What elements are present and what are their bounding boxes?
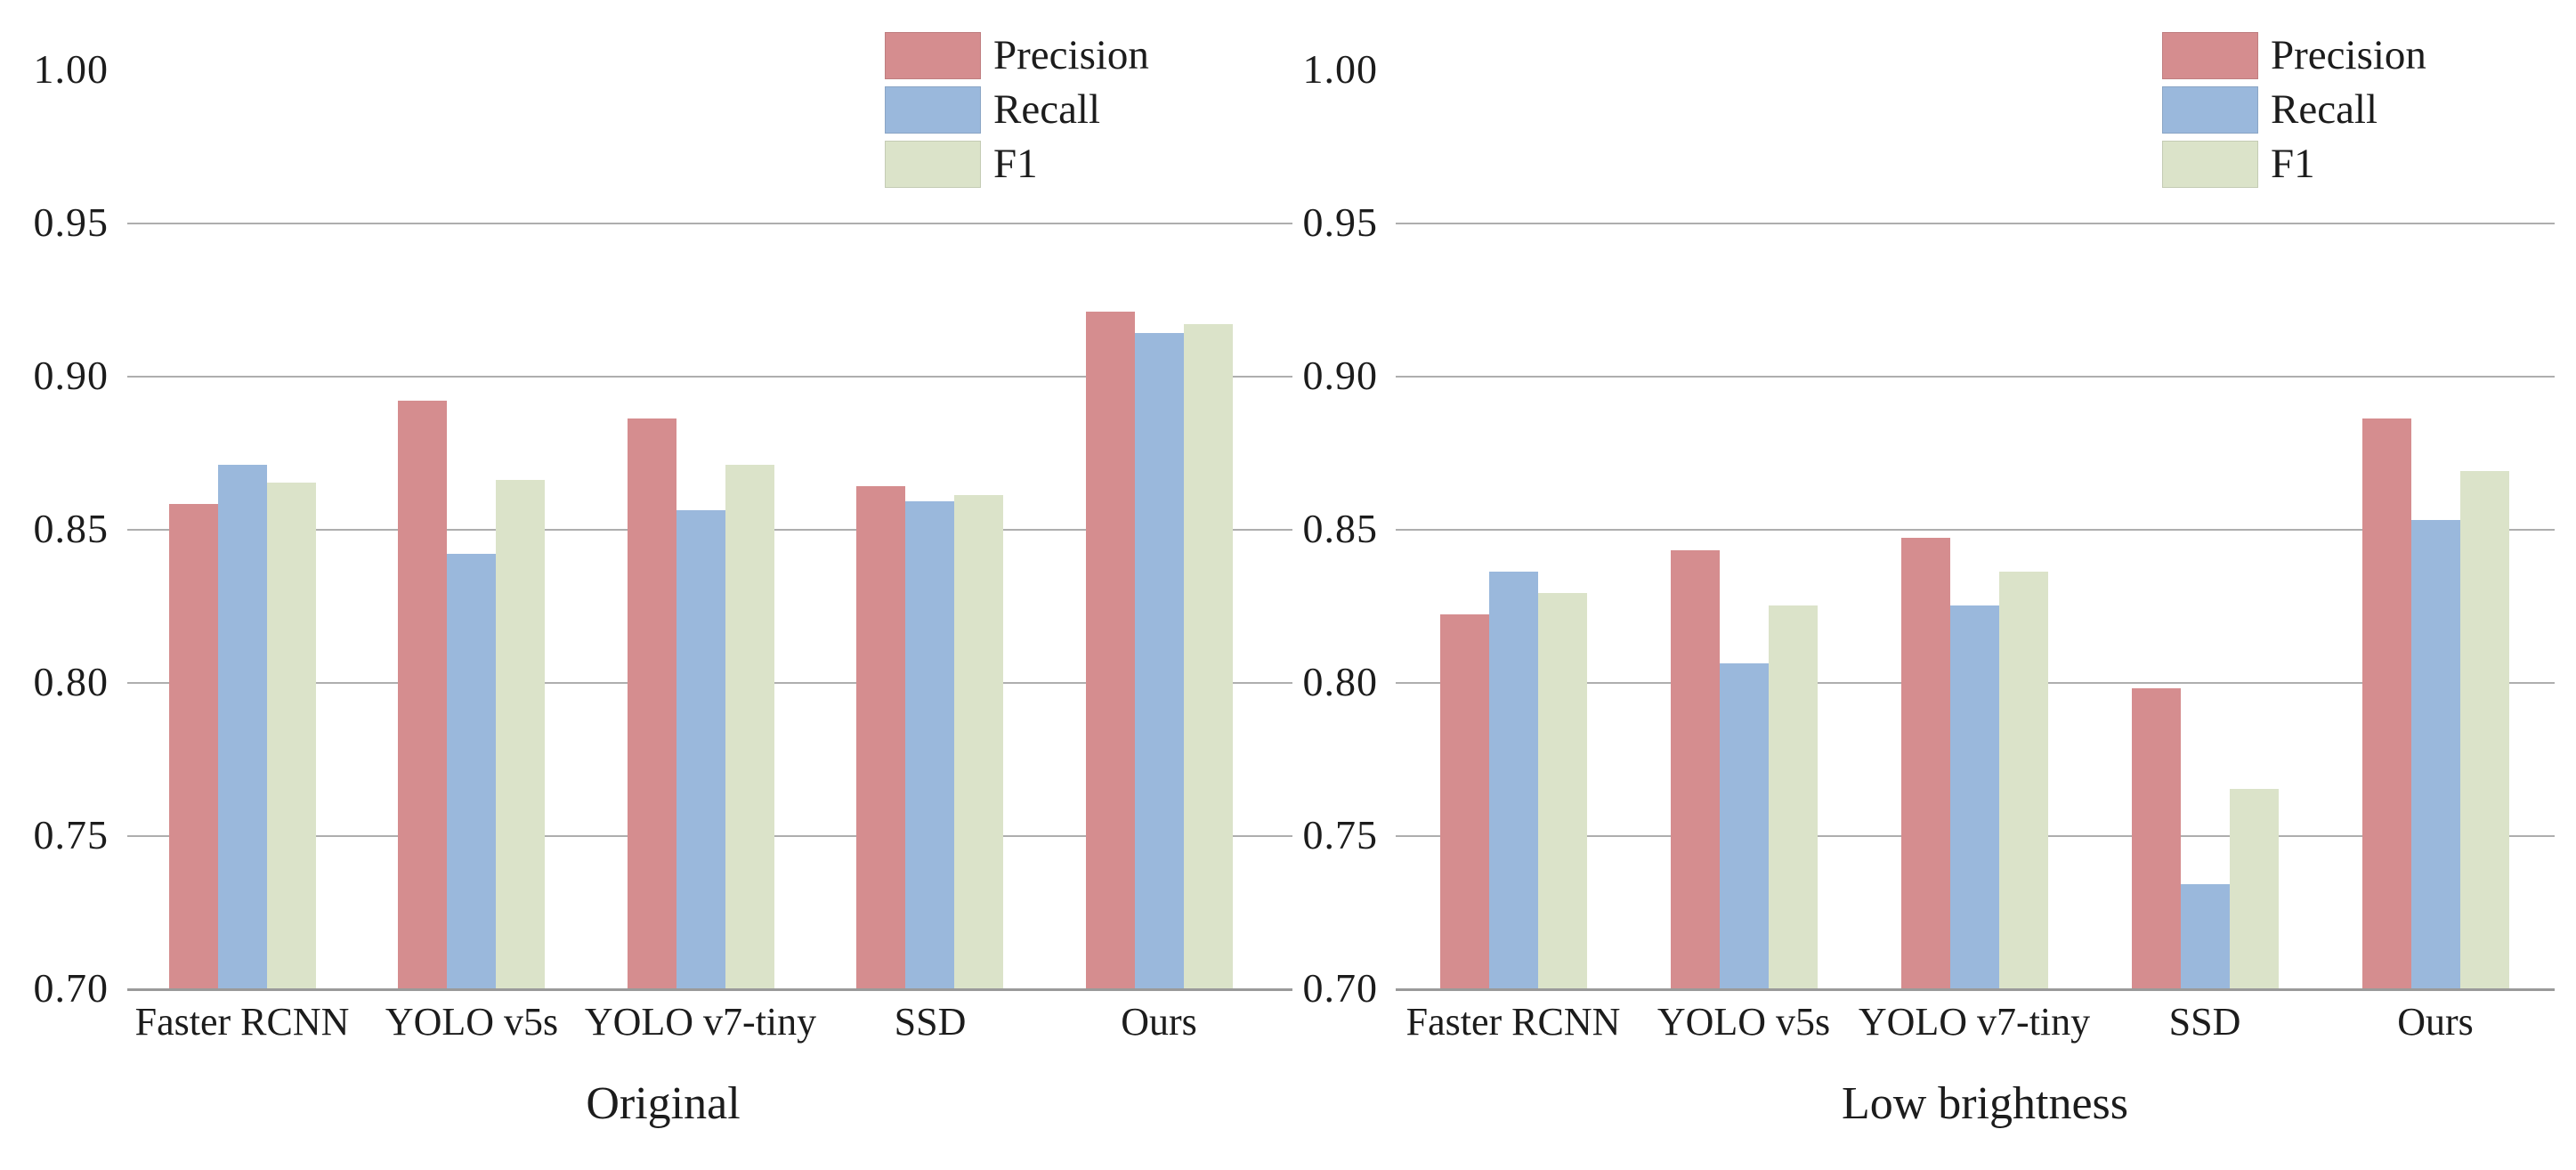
bar-low-brightness-yolo-v7-tiny-precision xyxy=(1901,538,1950,988)
gridline-0.85 xyxy=(1396,529,2555,531)
bar-low-brightness-ssd-recall xyxy=(2181,884,2230,988)
y-tick-label-0.80: 0.80 xyxy=(1302,659,1378,704)
f1-swatch-icon xyxy=(2162,141,2258,188)
bar-low-brightness-yolo-v5s-precision xyxy=(1671,550,1720,988)
bar-original-ours-f1 xyxy=(1184,324,1233,988)
gridline-0.90 xyxy=(1396,376,2555,378)
gridline-0.90 xyxy=(127,376,1292,378)
bar-low-brightness-yolo-v5s-recall xyxy=(1720,663,1769,988)
bar-low-brightness-yolo-v5s-f1 xyxy=(1769,605,1818,988)
legend-item-recall: Recall xyxy=(2162,86,2426,134)
y-tick-label-1.00: 1.00 xyxy=(1302,46,1378,92)
chart-title-original: Original xyxy=(586,1078,741,1129)
bar-low-brightness-ours-recall xyxy=(2411,520,2460,988)
legend-item-precision: Precision xyxy=(885,32,1149,79)
y-tick-label-0.70: 0.70 xyxy=(1302,965,1378,1011)
bar-original-yolo-v5s-f1 xyxy=(496,480,545,988)
x-tick-label-original-ssd: SSD xyxy=(894,1000,967,1044)
chart-title-low-brightness: Low brightness xyxy=(1841,1078,2129,1129)
y-tick-label-0.90: 0.90 xyxy=(1302,353,1378,398)
bar-original-yolo-v5s-recall xyxy=(447,554,496,988)
bar-low-brightness-faster-rcnn-precision xyxy=(1440,614,1489,988)
legend-label: Precision xyxy=(2271,32,2426,78)
bar-original-yolo-v5s-precision xyxy=(398,401,447,988)
bar-original-yolo-v7-tiny-recall xyxy=(676,510,725,988)
bar-low-brightness-yolo-v7-tiny-f1 xyxy=(1999,572,2048,988)
gridline-0.95 xyxy=(1396,223,2555,224)
bar-original-ssd-precision xyxy=(856,486,905,988)
legend-label: F1 xyxy=(993,141,1038,187)
y-tick-label-0.75: 0.75 xyxy=(1302,812,1378,857)
precision-swatch-icon xyxy=(2162,32,2258,79)
bar-low-brightness-faster-rcnn-recall xyxy=(1489,572,1538,988)
recall-swatch-icon xyxy=(2162,86,2258,134)
x-tick-label-original-yolo-v5s: YOLO v5s xyxy=(385,1000,559,1044)
legend-item-recall: Recall xyxy=(885,86,1149,134)
legend-label: Recall xyxy=(2271,86,2378,133)
x-tick-label-low-brightness-ours: Ours xyxy=(2397,1000,2474,1044)
y-tick-label-0.90: 0.90 xyxy=(33,353,109,398)
bar-low-brightness-ssd-precision xyxy=(2132,688,2181,988)
bar-original-yolo-v7-tiny-precision xyxy=(628,418,676,988)
y-tick-label-0.85: 0.85 xyxy=(33,506,109,551)
x-tick-label-low-brightness-faster-rcnn: Faster RCNN xyxy=(1405,1000,1621,1044)
f1-swatch-icon xyxy=(885,141,981,188)
y-tick-label-0.95: 0.95 xyxy=(33,199,109,245)
x-tick-label-low-brightness-ssd: SSD xyxy=(2168,1000,2241,1044)
legend-label: Recall xyxy=(993,86,1101,133)
y-tick-label-0.80: 0.80 xyxy=(33,659,109,704)
x-axis-line xyxy=(127,988,1292,991)
precision-swatch-icon xyxy=(885,32,981,79)
y-tick-label-0.95: 0.95 xyxy=(1302,199,1378,245)
legend-label: F1 xyxy=(2271,141,2315,187)
legend-label: Precision xyxy=(993,32,1149,78)
bar-low-brightness-ours-precision xyxy=(2362,418,2411,988)
bar-original-ours-precision xyxy=(1086,312,1135,988)
y-tick-label-0.85: 0.85 xyxy=(1302,506,1378,551)
legend-item-precision: Precision xyxy=(2162,32,2426,79)
gridline-0.95 xyxy=(127,223,1292,224)
bar-low-brightness-faster-rcnn-f1 xyxy=(1538,593,1587,988)
x-axis-line xyxy=(1396,988,2555,991)
legend-item-f1: F1 xyxy=(2162,141,2426,188)
x-tick-label-original-ours: Ours xyxy=(1121,1000,1197,1044)
bar-low-brightness-ssd-f1 xyxy=(2230,789,2279,988)
bar-original-faster-rcnn-f1 xyxy=(267,483,316,988)
x-tick-label-original-yolo-v7-tiny: YOLO v7-tiny xyxy=(584,1000,817,1044)
bar-original-faster-rcnn-precision xyxy=(169,504,218,988)
y-tick-label-0.75: 0.75 xyxy=(33,812,109,857)
x-tick-label-low-brightness-yolo-v7-tiny: YOLO v7-tiny xyxy=(1858,1000,2091,1044)
bar-original-faster-rcnn-recall xyxy=(218,465,267,988)
y-tick-label-1.00: 1.00 xyxy=(33,46,109,92)
legend-item-f1: F1 xyxy=(885,141,1149,188)
x-tick-label-original-faster-rcnn: Faster RCNN xyxy=(134,1000,350,1044)
recall-swatch-icon xyxy=(885,86,981,134)
bar-original-ssd-recall xyxy=(905,501,954,988)
bar-original-ours-recall xyxy=(1135,333,1184,988)
legend-original: Precision Recall F1 xyxy=(885,32,1149,195)
bar-low-brightness-ours-f1 xyxy=(2460,471,2509,988)
bar-original-yolo-v7-tiny-f1 xyxy=(725,465,774,988)
y-tick-label-0.70: 0.70 xyxy=(33,965,109,1011)
legend-low-brightness: Precision Recall F1 xyxy=(2162,32,2426,195)
x-tick-label-low-brightness-yolo-v5s: YOLO v5s xyxy=(1657,1000,1831,1044)
bar-low-brightness-yolo-v7-tiny-recall xyxy=(1950,605,1999,988)
bar-original-ssd-f1 xyxy=(954,495,1003,988)
